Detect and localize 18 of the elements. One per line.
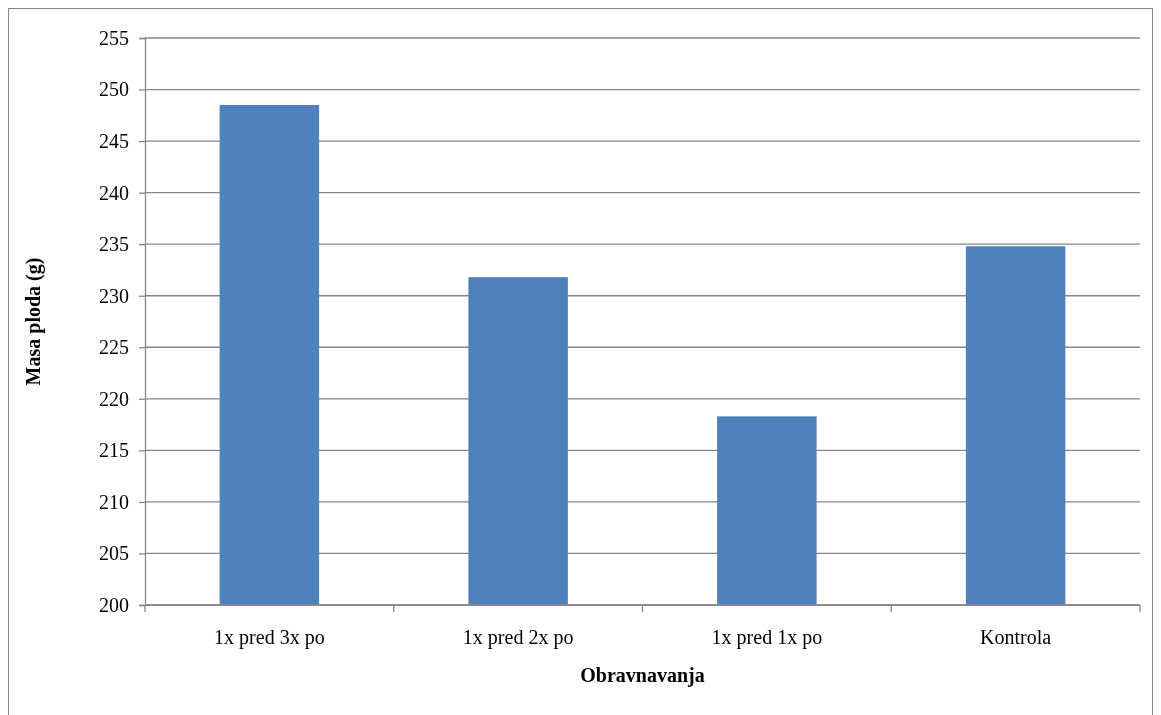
y-tick-label: 215 [99,439,129,462]
x-tick-label: 1x pred 1x po [711,626,823,649]
y-tick-label: 255 [99,26,129,49]
y-tick-label: 245 [99,129,129,152]
y-tick-label: 205 [99,542,129,565]
y-tick-label: 210 [99,490,129,513]
x-tick-label: Kontrola [980,626,1052,648]
y-tick-label: 250 [99,78,129,101]
y-tick-label: 235 [99,233,129,256]
x-tick-label: 1x pred 3x po [214,626,325,649]
y-tick-label: 200 [99,593,129,616]
y-tick-label: 240 [99,181,129,204]
y-tick-label: 230 [99,284,129,307]
x-axis-title: Obravnavanja [580,664,705,687]
x-tick-label: 1x pred 2x po [462,626,574,649]
y-tick-label: 225 [99,336,129,359]
y-axis-title: Masa ploda (g) [22,257,45,386]
y-tick-label: 220 [99,387,129,410]
